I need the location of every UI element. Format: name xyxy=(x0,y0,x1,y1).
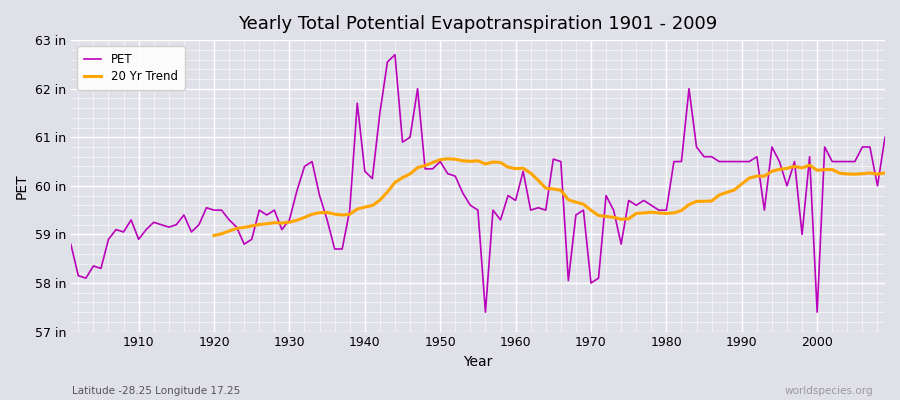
Title: Yearly Total Potential Evapotranspiration 1901 - 2009: Yearly Total Potential Evapotranspiratio… xyxy=(238,15,717,33)
PET xyxy=(526,208,536,212)
20 Yr Trend xyxy=(209,233,220,238)
PET xyxy=(616,242,626,246)
PET xyxy=(337,246,347,251)
Line: PET: PET xyxy=(71,55,885,312)
PET xyxy=(292,188,302,193)
PET xyxy=(126,218,137,222)
20 Yr Trend xyxy=(684,202,695,207)
20 Yr Trend xyxy=(774,167,785,172)
PET xyxy=(66,242,77,246)
X-axis label: Year: Year xyxy=(464,355,492,369)
Y-axis label: PET: PET xyxy=(15,173,29,199)
PET xyxy=(518,169,528,174)
PET xyxy=(480,310,491,314)
20 Yr Trend xyxy=(442,156,453,161)
20 Yr Trend xyxy=(789,164,800,169)
Line: 20 Yr Trend: 20 Yr Trend xyxy=(214,159,885,236)
20 Yr Trend xyxy=(412,165,423,170)
Legend: PET, 20 Yr Trend: PET, 20 Yr Trend xyxy=(76,46,185,90)
20 Yr Trend xyxy=(857,171,868,176)
Text: Latitude -28.25 Longitude 17.25: Latitude -28.25 Longitude 17.25 xyxy=(72,386,240,396)
20 Yr Trend xyxy=(879,170,890,175)
PET xyxy=(879,135,890,140)
PET xyxy=(390,52,400,57)
Text: worldspecies.org: worldspecies.org xyxy=(785,386,873,396)
20 Yr Trend xyxy=(299,215,310,220)
